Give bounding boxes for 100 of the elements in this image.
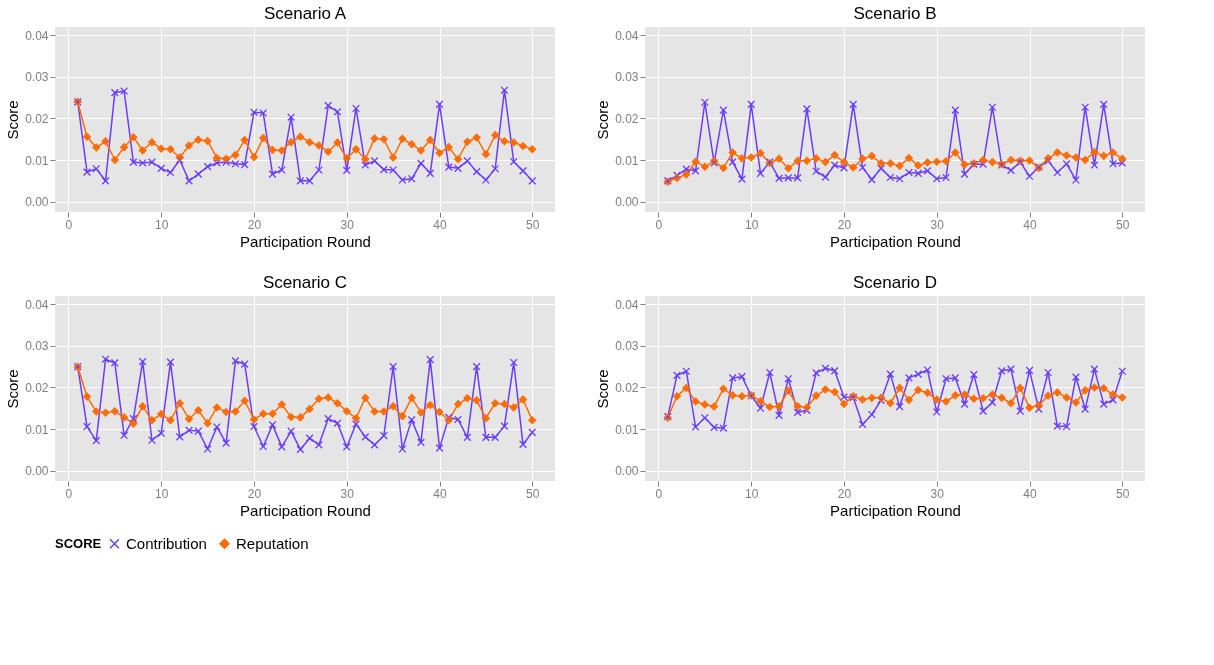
y-tick-label: 0.04: [25, 297, 49, 312]
x-tick-label: 0: [655, 217, 663, 232]
y-tick-label: 0.01: [615, 422, 639, 437]
point: [793, 408, 802, 417]
y-tick-label: 0.03: [25, 70, 49, 85]
point: [370, 440, 379, 449]
point: [1090, 365, 1099, 374]
point: [481, 175, 490, 184]
point: [682, 367, 691, 376]
point: [110, 358, 119, 367]
y-tick-label: 0.04: [25, 28, 49, 43]
point: [268, 420, 277, 429]
point: [203, 444, 212, 453]
y-tick-label: 0.03: [615, 339, 639, 354]
x-tick-label: 30: [930, 486, 945, 501]
point: [287, 113, 296, 122]
x-axis-title: Participation Round: [830, 232, 961, 250]
point: [886, 370, 895, 379]
point: [765, 368, 774, 377]
y-tick-label: 0.03: [615, 70, 639, 85]
y-axis-title: Score: [594, 369, 612, 409]
point: [960, 400, 969, 409]
point: [157, 164, 166, 173]
point: [175, 432, 184, 441]
point: [1071, 373, 1080, 382]
point: [700, 413, 709, 422]
point: [1081, 103, 1090, 112]
point: [528, 428, 537, 437]
x-tick-label: 10: [745, 486, 759, 501]
y-tick-label: 0.02: [25, 380, 49, 395]
point: [212, 422, 221, 431]
point: [979, 407, 988, 416]
point: [305, 434, 314, 443]
point: [1044, 368, 1053, 377]
x-tick-label: 40: [1023, 486, 1037, 501]
point: [673, 371, 682, 380]
point: [472, 362, 481, 371]
point: [1025, 366, 1034, 375]
point: [867, 410, 876, 419]
x-tick-label: 20: [247, 486, 262, 501]
point: [691, 422, 700, 431]
y-tick-label: 0.02: [615, 380, 639, 395]
legend-label: Reputation: [236, 534, 309, 552]
point: [839, 163, 848, 172]
point: [407, 415, 416, 424]
point: [830, 161, 839, 170]
point: [231, 356, 240, 365]
point: [728, 158, 737, 167]
point: [203, 162, 212, 171]
y-tick-label: 0.04: [615, 28, 639, 43]
point: [324, 101, 333, 110]
point: [1081, 405, 1090, 414]
point: [784, 374, 793, 383]
point: [895, 402, 904, 411]
point: [370, 156, 379, 165]
point: [92, 436, 101, 445]
y-axis-title: Score: [4, 369, 22, 409]
point: [472, 167, 481, 176]
point: [166, 358, 175, 367]
chart-title: Scenario D: [852, 273, 938, 292]
point: [157, 429, 166, 438]
point: [277, 166, 286, 175]
point: [435, 100, 444, 109]
x-tick-label: 0: [655, 486, 663, 501]
y-tick-label: 0.02: [615, 111, 639, 126]
point: [389, 362, 398, 371]
point: [821, 173, 830, 182]
point: [361, 432, 370, 441]
point: [500, 422, 509, 431]
y-tick-label: 0.00: [615, 464, 639, 479]
point: [314, 166, 323, 175]
x-tick-label: 40: [1023, 217, 1037, 232]
point: [454, 415, 463, 424]
point: [518, 440, 527, 449]
x-tick-label: 30: [340, 217, 355, 232]
x-tick-label: 20: [837, 486, 852, 501]
chart-title: Scenario A: [263, 4, 347, 23]
point: [83, 168, 92, 177]
point: [821, 364, 830, 373]
point: [379, 431, 388, 440]
point: [101, 355, 110, 364]
chart-title: Scenario C: [262, 273, 348, 292]
point: [194, 170, 203, 179]
y-tick-label: 0.04: [615, 297, 639, 312]
point: [333, 419, 342, 428]
point: [463, 433, 472, 442]
point: [361, 161, 370, 170]
point: [333, 107, 342, 116]
x-axis-title: Participation Round: [830, 501, 961, 519]
point: [129, 414, 138, 423]
x-tick-label: 40: [433, 217, 447, 232]
point: [398, 444, 407, 453]
point: [1099, 400, 1108, 409]
point: [1090, 161, 1099, 170]
point: [296, 445, 305, 454]
x-tick-label: 30: [340, 486, 355, 501]
point: [222, 439, 231, 448]
point: [1025, 172, 1034, 181]
point: [342, 442, 351, 451]
point: [426, 169, 435, 178]
